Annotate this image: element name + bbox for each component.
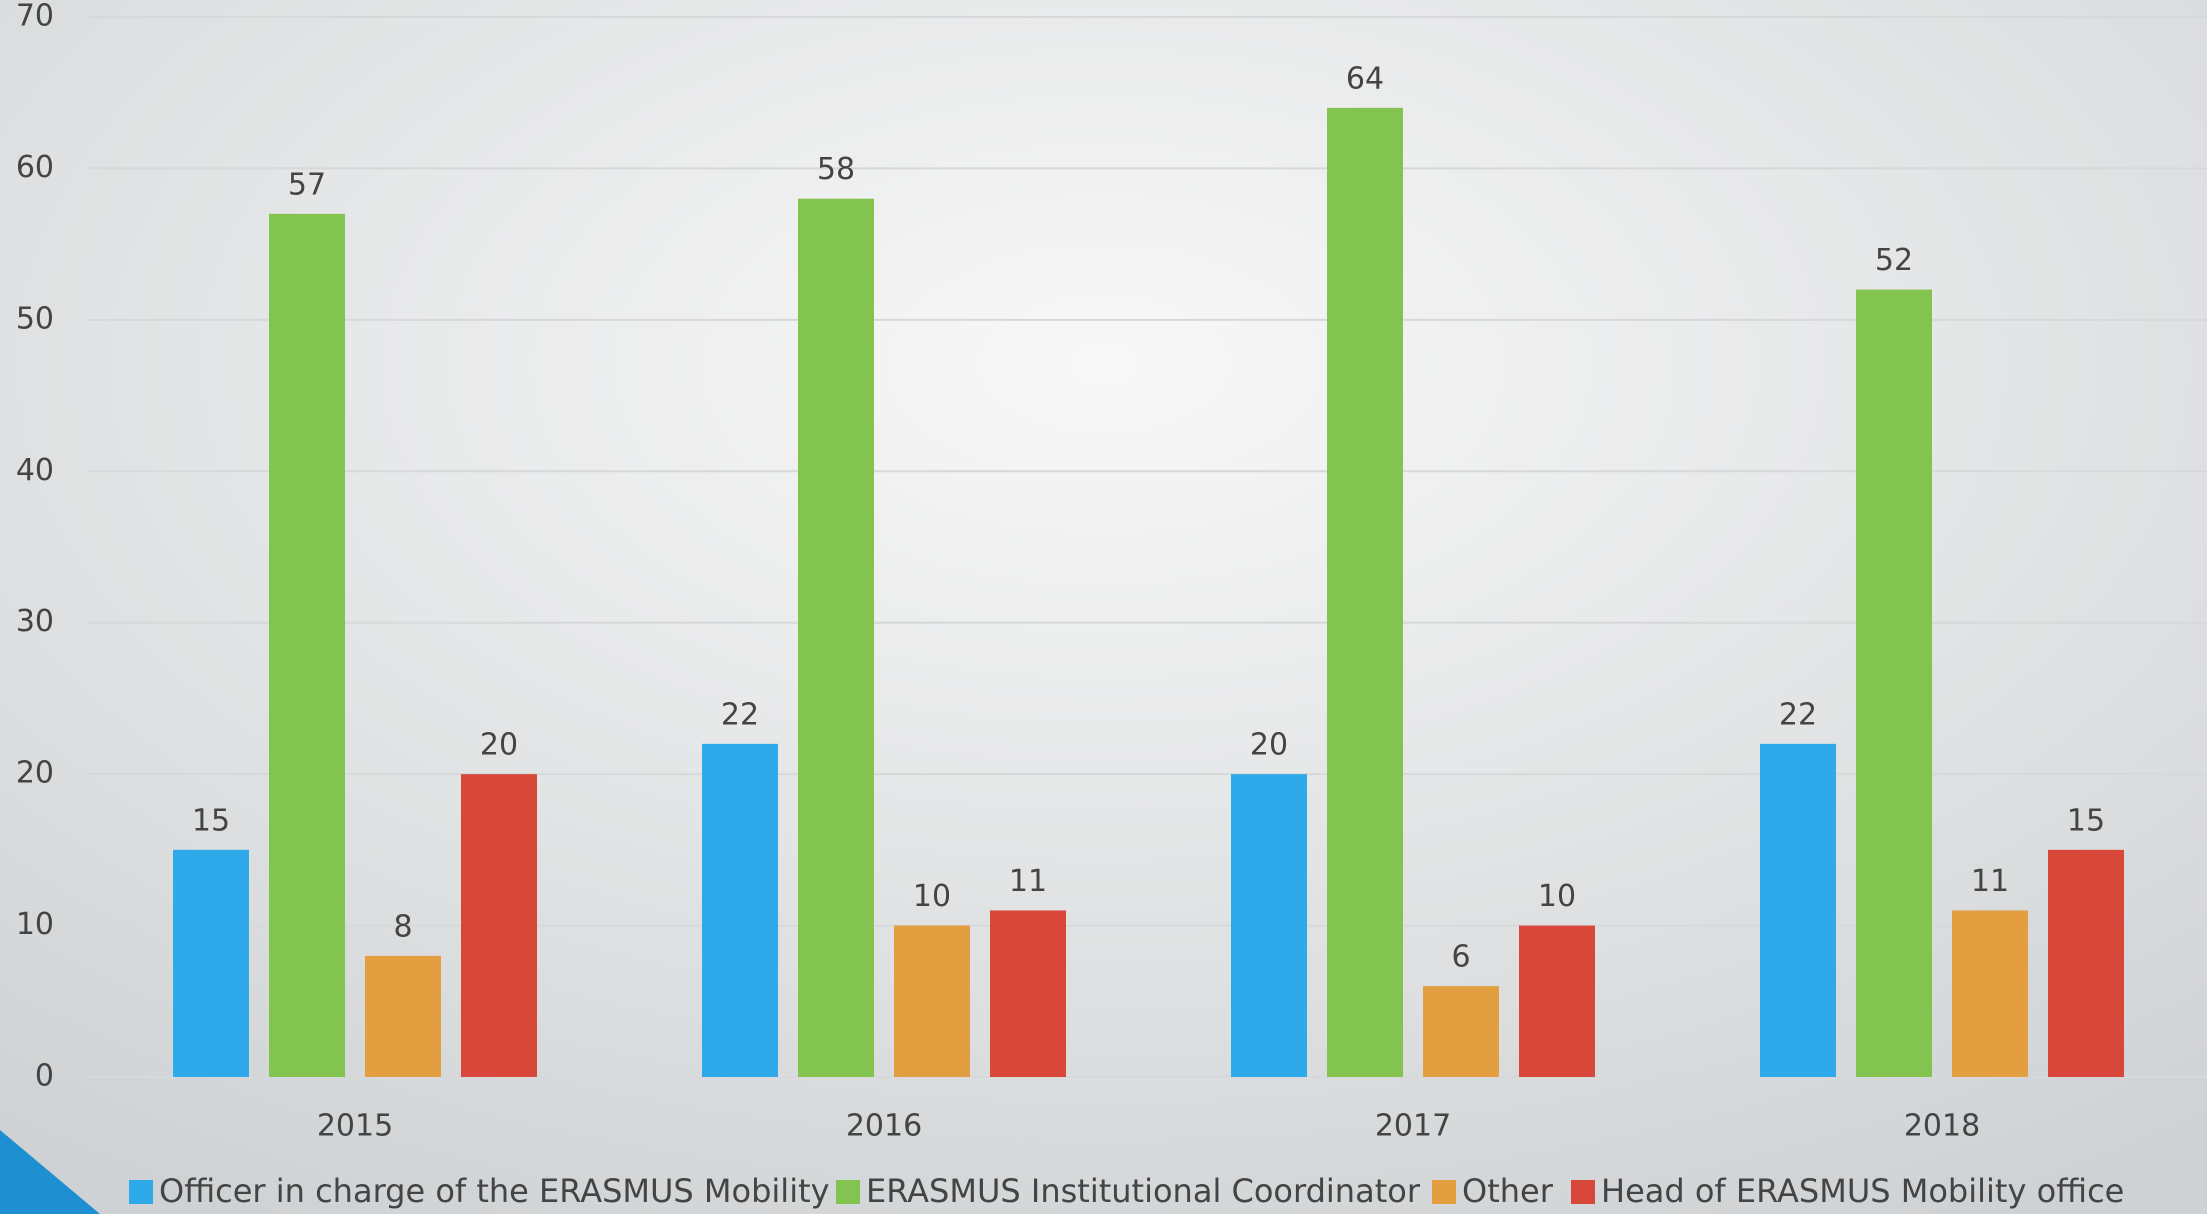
legend-label: Other bbox=[1462, 1172, 1554, 1210]
bar bbox=[2048, 849, 2124, 1077]
y-tick-label: 40 bbox=[16, 453, 54, 488]
bar bbox=[173, 849, 249, 1077]
bar bbox=[365, 955, 441, 1077]
data-label: 6 bbox=[1451, 940, 1470, 975]
data-label: 58 bbox=[817, 152, 855, 187]
x-tick-label: 2017 bbox=[1375, 1109, 1451, 1144]
y-tick-label: 10 bbox=[16, 907, 54, 942]
bar bbox=[1856, 289, 1932, 1078]
data-label: 22 bbox=[1779, 697, 1817, 732]
bar bbox=[461, 774, 537, 1077]
data-label: 11 bbox=[1009, 864, 1047, 899]
bar bbox=[1952, 910, 2028, 1077]
bar bbox=[1327, 107, 1403, 1078]
bar bbox=[894, 925, 970, 1077]
legend-label: ERASMUS Institutional Coordinator bbox=[866, 1172, 1421, 1210]
data-label: 64 bbox=[1346, 61, 1384, 96]
bar bbox=[1760, 743, 1836, 1077]
x-tick-label: 2016 bbox=[846, 1109, 922, 1144]
data-label: 11 bbox=[1971, 864, 2009, 899]
legend-swatch bbox=[836, 1180, 860, 1204]
data-label: 22 bbox=[721, 697, 759, 732]
y-tick-label: 0 bbox=[35, 1059, 54, 1094]
data-label: 10 bbox=[913, 879, 951, 914]
legend-swatch bbox=[1571, 1180, 1595, 1204]
data-label: 15 bbox=[192, 803, 230, 838]
legend-label: Head of ERASMUS Mobility office bbox=[1601, 1172, 2124, 1210]
y-tick-label: 20 bbox=[16, 756, 54, 791]
y-tick-label: 30 bbox=[16, 604, 54, 639]
bar bbox=[1423, 986, 1499, 1077]
bar bbox=[702, 743, 778, 1077]
legend-swatch bbox=[129, 1180, 153, 1204]
data-label: 52 bbox=[1875, 243, 1913, 278]
corner-decoration bbox=[0, 1130, 100, 1214]
data-label: 57 bbox=[288, 167, 326, 202]
x-tick-label: 2018 bbox=[1904, 1109, 1980, 1144]
y-tick-label: 50 bbox=[16, 301, 54, 336]
data-label: 20 bbox=[1250, 728, 1288, 763]
legend-label: Officer in charge of the ERASMUS Mobilit… bbox=[159, 1172, 830, 1210]
y-tick-label: 60 bbox=[16, 150, 54, 185]
bar bbox=[269, 213, 345, 1077]
legend-swatch bbox=[1432, 1180, 1456, 1204]
data-label: 20 bbox=[480, 728, 518, 763]
y-tick-label: 70 bbox=[16, 0, 54, 34]
bar bbox=[990, 910, 1066, 1077]
bar bbox=[1231, 774, 1307, 1077]
data-label: 15 bbox=[2067, 803, 2105, 838]
x-tick-label: 2015 bbox=[317, 1109, 393, 1144]
bar bbox=[1519, 925, 1595, 1077]
data-label: 8 bbox=[393, 909, 412, 944]
bar bbox=[798, 198, 874, 1077]
data-label: 10 bbox=[1538, 879, 1576, 914]
